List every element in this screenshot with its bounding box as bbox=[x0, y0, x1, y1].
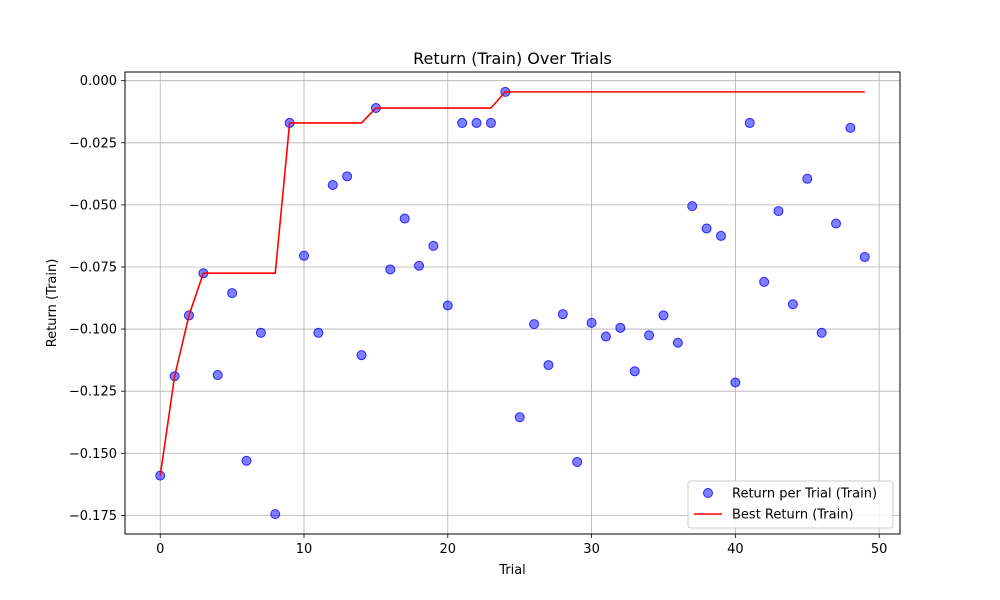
y-tick-label: −0.050 bbox=[69, 198, 117, 213]
scatter-point bbox=[773, 206, 784, 217]
x-tick-label: 50 bbox=[871, 542, 888, 557]
scatter-point bbox=[212, 370, 223, 381]
scatter-point bbox=[457, 117, 468, 128]
scatter-point bbox=[845, 122, 856, 133]
scatter-point bbox=[428, 240, 439, 251]
y-tick-label: 0.000 bbox=[80, 74, 117, 89]
y-tick-label: −0.025 bbox=[69, 136, 117, 151]
scatter-point bbox=[615, 322, 626, 333]
scatter-point bbox=[342, 171, 353, 182]
scatter-point bbox=[356, 350, 367, 361]
legend: Return per Trial (Train) Best Return (Tr… bbox=[687, 480, 894, 529]
y-tick-label: −0.100 bbox=[69, 323, 117, 338]
scatter-point bbox=[644, 330, 655, 341]
scatter-point bbox=[730, 377, 741, 388]
scatter-point bbox=[255, 327, 266, 338]
scatter-point bbox=[514, 412, 525, 423]
scatter-point bbox=[270, 509, 281, 520]
scatter-point bbox=[802, 173, 813, 184]
legend-label-line: Best Return (Train) bbox=[732, 508, 854, 523]
scatter-point bbox=[658, 310, 669, 321]
scatter-point bbox=[600, 331, 611, 342]
scatter-point bbox=[787, 299, 798, 310]
chart-title: Return (Train) Over Trials bbox=[413, 49, 612, 68]
scatter-point bbox=[529, 319, 540, 330]
legend-label-scatter: Return per Trial (Train) bbox=[732, 487, 877, 502]
x-tick-label: 20 bbox=[440, 542, 457, 557]
scatter-point bbox=[557, 309, 568, 320]
y-tick-label: −0.075 bbox=[69, 260, 117, 275]
scatter-point bbox=[241, 455, 252, 466]
scatter-point bbox=[572, 456, 583, 467]
x-axis-label: Trial bbox=[498, 563, 526, 578]
scatter-point bbox=[485, 117, 496, 128]
scatter-point bbox=[744, 117, 755, 128]
plot-data bbox=[155, 86, 870, 520]
legend-scatter-marker bbox=[703, 488, 713, 498]
scatter-point bbox=[701, 223, 712, 234]
y-tick-label: −0.150 bbox=[69, 447, 117, 462]
scatter-point bbox=[859, 252, 870, 263]
scatter-point bbox=[327, 180, 338, 191]
scatter-point bbox=[831, 218, 842, 229]
legend-box bbox=[687, 480, 894, 529]
y-tick-label: −0.175 bbox=[69, 509, 117, 524]
scatter-point bbox=[715, 230, 726, 241]
x-tick-label: 30 bbox=[583, 542, 600, 557]
scatter-point bbox=[672, 337, 683, 348]
scatter-point bbox=[385, 264, 396, 275]
scatter-point bbox=[414, 260, 425, 271]
scatter-point bbox=[543, 360, 554, 371]
scatter-point bbox=[759, 276, 770, 287]
plot-frame bbox=[124, 71, 901, 535]
scatter-point bbox=[227, 288, 238, 299]
scatter-point bbox=[442, 300, 453, 311]
scatter-point bbox=[629, 366, 640, 377]
scatter-point bbox=[471, 117, 482, 128]
scatter-point bbox=[313, 327, 324, 338]
scatter-point bbox=[586, 317, 597, 328]
y-tick-label: −0.125 bbox=[69, 385, 117, 400]
scatter-point bbox=[816, 327, 827, 338]
x-tick-label: 10 bbox=[296, 542, 313, 557]
axis-ticks: 0 10 20 30 40 50 −0.175 −0.150 −0.125 −0.100 −0.07… bbox=[69, 74, 888, 557]
x-tick-label: 40 bbox=[727, 542, 744, 557]
x-tick-label: 0 bbox=[156, 542, 164, 557]
best-return-line bbox=[159, 91, 865, 476]
scatter-point bbox=[299, 250, 310, 261]
y-axis-label: Return (Train) bbox=[45, 259, 60, 348]
scatter-point bbox=[399, 213, 410, 224]
scatter-point bbox=[687, 201, 698, 212]
